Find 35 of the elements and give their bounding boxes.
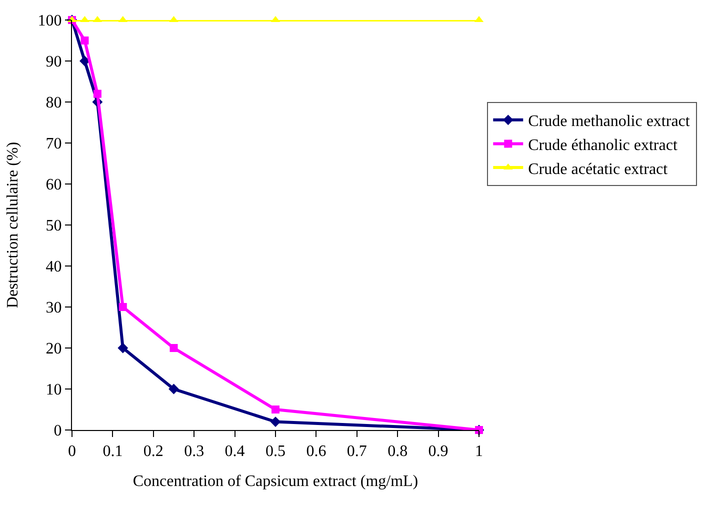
y-tick-label: 40 — [46, 258, 62, 276]
y-tick-label: 10 — [46, 382, 62, 399]
y-tick-label: 100 — [38, 12, 62, 30]
y-tick-label: 20 — [46, 340, 62, 358]
x-tick-label: 0.4 — [224, 443, 245, 460]
y-tick-label: 60 — [46, 176, 62, 194]
y-tick-label: 50 — [46, 218, 62, 235]
y-tick-label: 80 — [46, 94, 62, 112]
point — [168, 384, 179, 394]
x-tick-label: 0.7 — [346, 443, 367, 460]
legend-label: Crude éthanolic extract — [528, 136, 678, 154]
x-tick-label: 0.5 — [266, 443, 286, 460]
legend-label: Crude methanolic extract — [528, 113, 690, 130]
x-tick-label: 1 — [475, 443, 483, 460]
x-axis-title: Concentration of Capsicum extract (mg/mL) — [132, 472, 418, 490]
point — [272, 406, 280, 414]
x-tick-label: 0.8 — [388, 443, 408, 460]
point — [80, 36, 89, 44]
point — [93, 90, 102, 98]
y-tick-label: 0 — [54, 422, 62, 440]
x-tick-label: 0 — [68, 443, 76, 460]
x-tick-label: 0.2 — [143, 443, 164, 460]
x-tick-label: 0.9 — [428, 443, 448, 460]
y-tick-label: 70 — [46, 136, 62, 153]
point — [118, 303, 127, 311]
y-axis-title: Destruction cellulaire (%) — [4, 142, 22, 308]
point — [270, 416, 281, 427]
legend-label: Crude acétatic extract — [528, 160, 668, 178]
x-tick-label: 0.3 — [184, 443, 204, 460]
x-tick-label: 0.6 — [306, 443, 326, 460]
point — [118, 342, 128, 354]
x-tick-label: 0.1 — [102, 443, 123, 460]
point — [170, 344, 178, 352]
y-tick-label: 30 — [46, 300, 62, 317]
y-tick-label: 90 — [46, 54, 62, 71]
